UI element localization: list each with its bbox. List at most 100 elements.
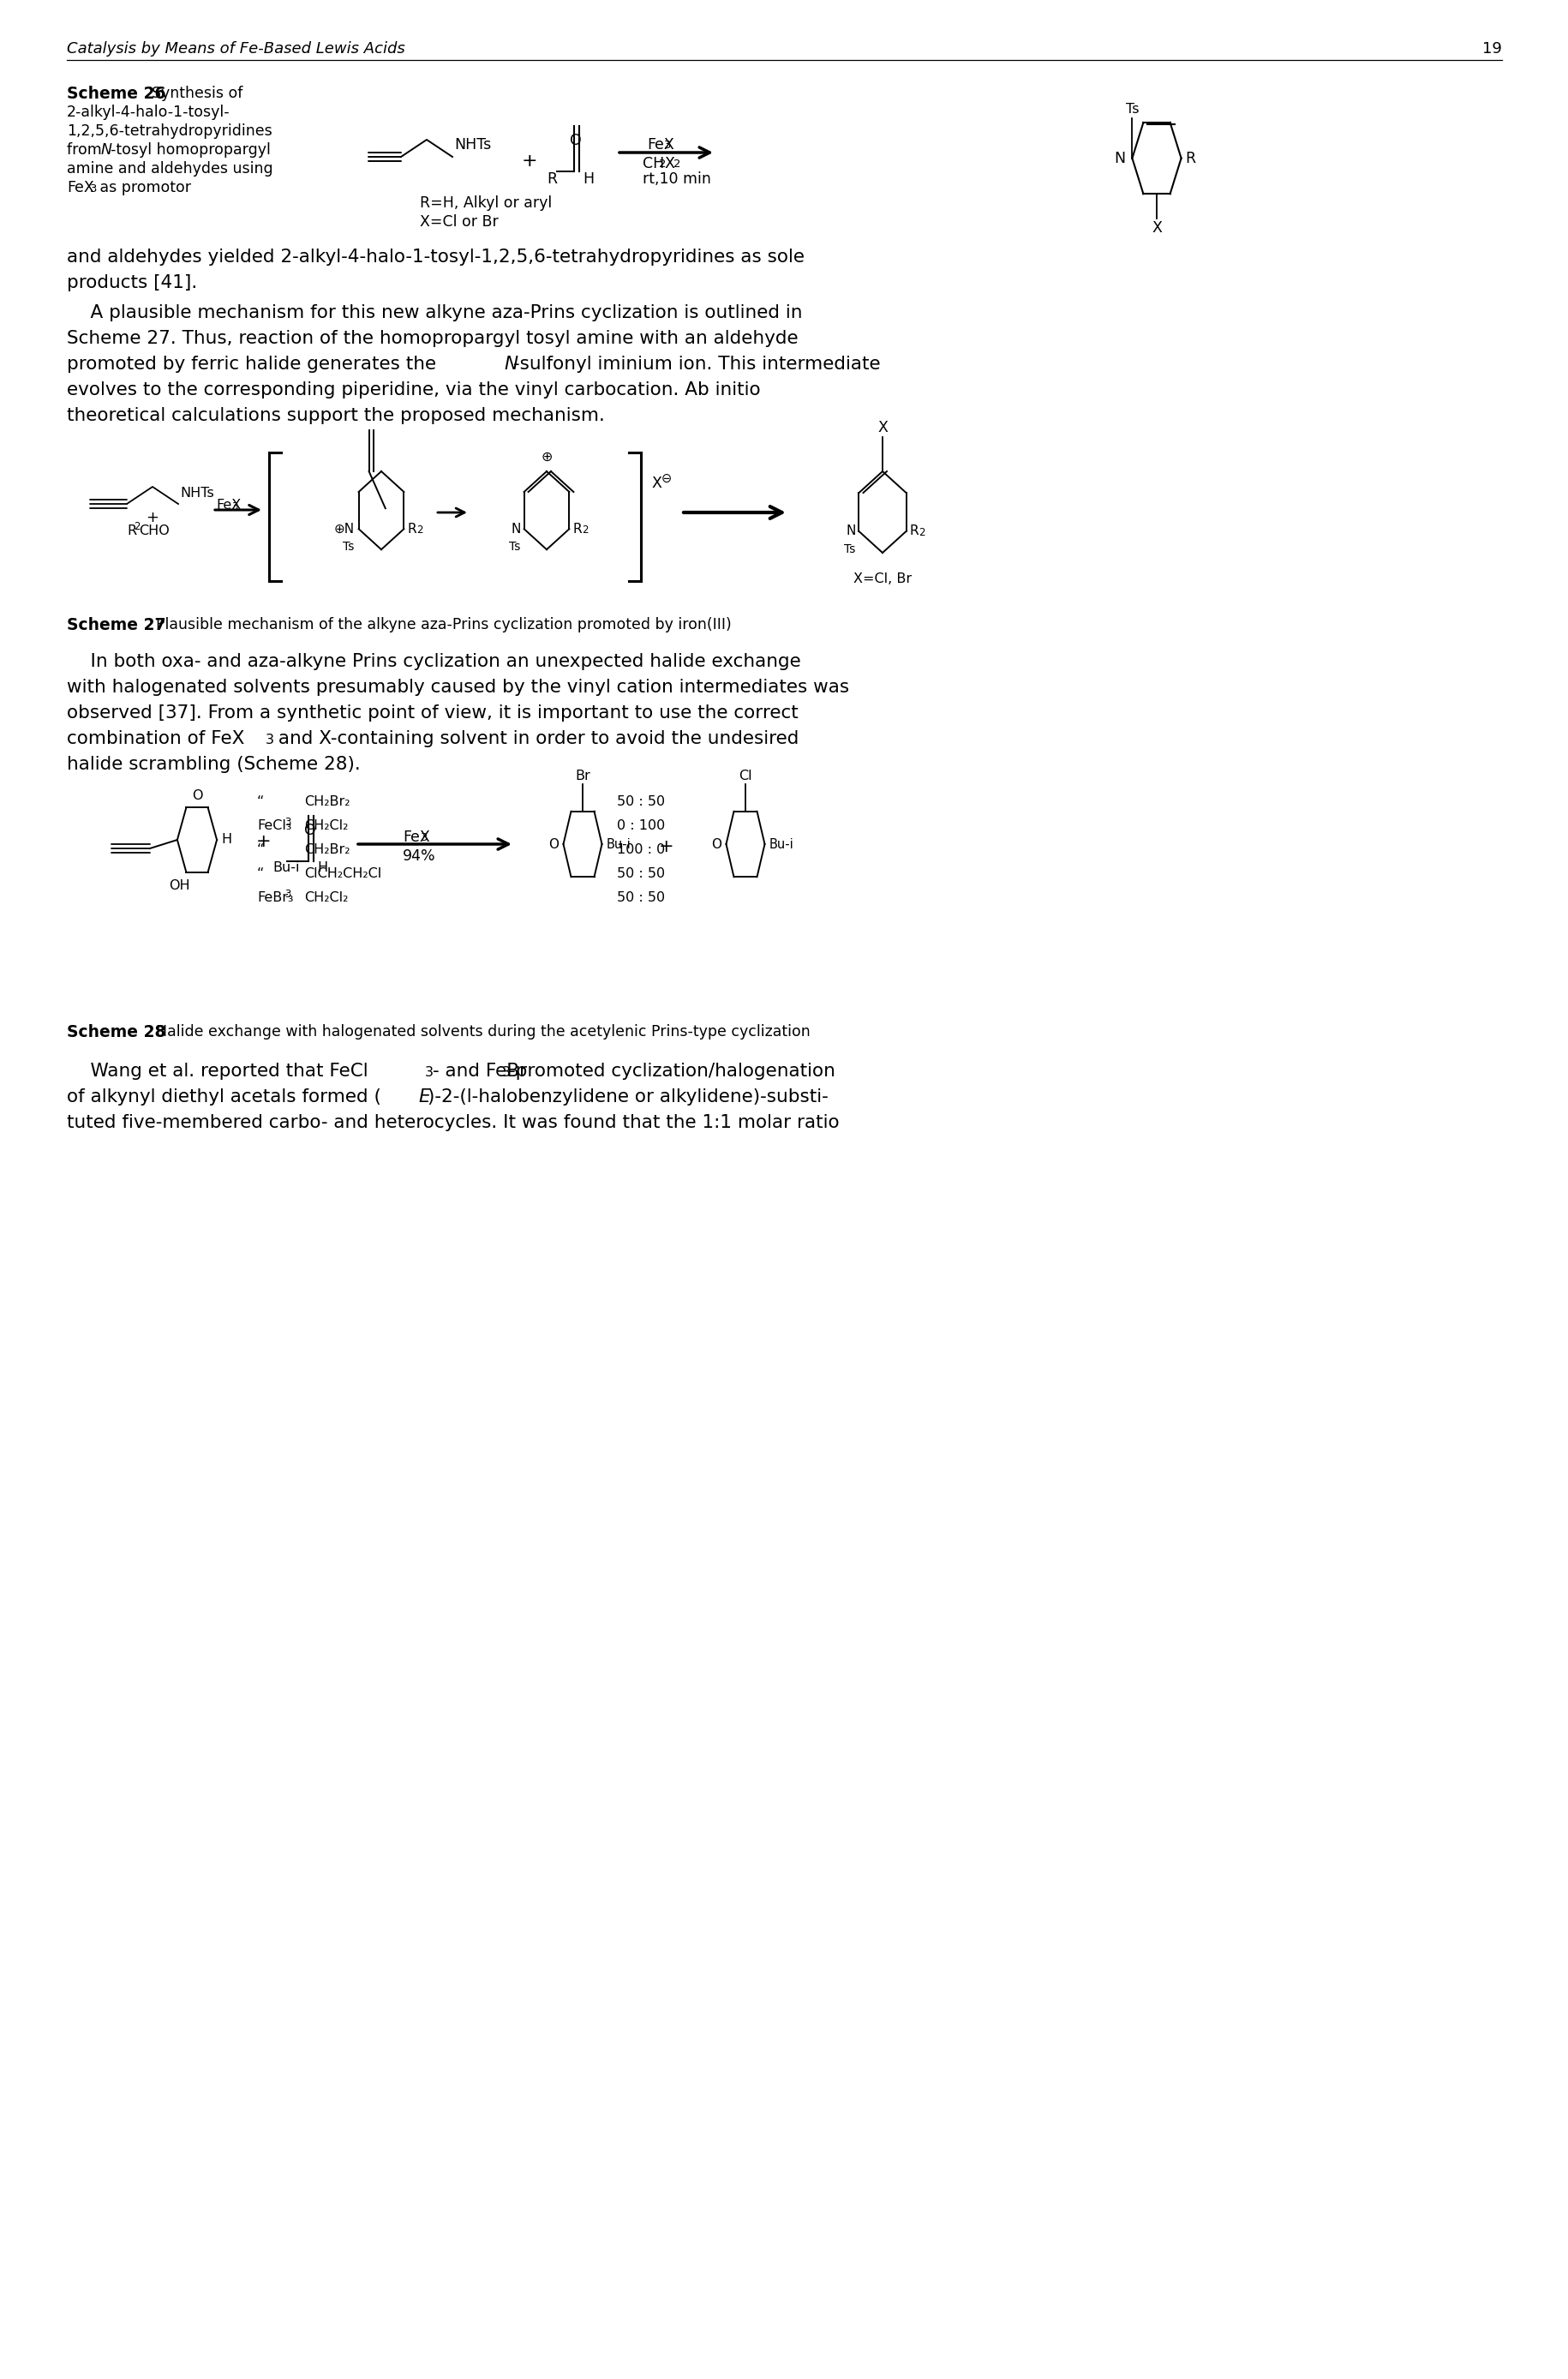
- Text: - and FeBr: - and FeBr: [433, 1063, 527, 1080]
- Text: CH₂Br₂: CH₂Br₂: [304, 795, 350, 809]
- Text: Bu-i: Bu-i: [273, 861, 299, 873]
- Text: NHTs: NHTs: [453, 138, 491, 152]
- Text: with halogenated solvents presumably caused by the vinyl cation intermediates wa: with halogenated solvents presumably cau…: [67, 678, 848, 697]
- Text: evolves to the corresponding piperidine, via the vinyl carbocation. Ab initio: evolves to the corresponding piperidine,…: [67, 381, 760, 400]
- Text: E: E: [419, 1087, 430, 1106]
- Text: N: N: [100, 143, 113, 157]
- Text: amine and aldehydes using: amine and aldehydes using: [67, 162, 273, 176]
- Text: Scheme 26: Scheme 26: [67, 86, 166, 102]
- Text: Ts: Ts: [510, 540, 521, 552]
- Text: 3: 3: [420, 833, 428, 842]
- Text: Br: Br: [575, 768, 590, 783]
- Text: of alkynyl diethyl acetals formed (: of alkynyl diethyl acetals formed (: [67, 1087, 381, 1106]
- Text: FeX: FeX: [646, 138, 674, 152]
- Text: X=Cl, Br: X=Cl, Br: [853, 571, 911, 585]
- Text: ⊕: ⊕: [541, 450, 552, 464]
- Text: “: “: [257, 795, 263, 809]
- Text: OH: OH: [168, 880, 190, 892]
- Text: 50 : 50: 50 : 50: [616, 795, 665, 809]
- Text: R: R: [127, 523, 136, 538]
- Text: R: R: [408, 523, 416, 535]
- Text: combination of FeX: combination of FeX: [67, 730, 245, 747]
- Text: Bu-i: Bu-i: [605, 837, 630, 852]
- Text: 1,2,5,6-tetrahydropyridines: 1,2,5,6-tetrahydropyridines: [67, 124, 273, 138]
- Text: 2: 2: [582, 526, 588, 535]
- Text: Halide exchange with halogenated solvents during the acetylenic Prins-type cycli: Halide exchange with halogenated solvent…: [146, 1023, 811, 1040]
- Text: R: R: [546, 171, 557, 188]
- Text: R: R: [572, 523, 582, 535]
- Text: )-2-(l-halobenzylidene or alkylidene)-substi-: )-2-(l-halobenzylidene or alkylidene)-su…: [428, 1087, 828, 1106]
- Text: Scheme 27: Scheme 27: [67, 616, 166, 633]
- Text: from: from: [67, 143, 107, 157]
- Text: products [41].: products [41].: [67, 274, 198, 290]
- Text: N: N: [511, 523, 521, 535]
- Text: X: X: [877, 419, 887, 435]
- Text: X: X: [651, 476, 662, 490]
- Text: X=Cl or Br: X=Cl or Br: [420, 214, 499, 231]
- Text: 3: 3: [284, 816, 290, 828]
- Text: R=H, Alkyl or aryl: R=H, Alkyl or aryl: [420, 195, 552, 212]
- Text: +: +: [521, 152, 538, 169]
- Text: -promoted cyclization/halogenation: -promoted cyclization/halogenation: [508, 1063, 834, 1080]
- Text: FeBr₃: FeBr₃: [257, 892, 293, 904]
- Text: O: O: [569, 133, 582, 147]
- Text: 3: 3: [663, 140, 671, 150]
- Text: as promotor: as promotor: [96, 181, 191, 195]
- Text: Wang et al. reported that FeCl: Wang et al. reported that FeCl: [67, 1063, 368, 1080]
- Text: 2-alkyl-4-halo-1-tosyl-: 2-alkyl-4-halo-1-tosyl-: [67, 105, 230, 119]
- Text: In both oxa- and aza-alkyne Prins cyclization an unexpected halide exchange: In both oxa- and aza-alkyne Prins cycliz…: [67, 652, 801, 671]
- Text: 3: 3: [502, 1066, 511, 1080]
- Text: +: +: [146, 509, 158, 526]
- Text: CH₂Br₂: CH₂Br₂: [304, 842, 350, 856]
- Text: NHTs: NHTs: [180, 488, 213, 500]
- Text: Bu-i: Bu-i: [768, 837, 793, 852]
- Text: N: N: [845, 526, 855, 538]
- Text: CH: CH: [643, 157, 663, 171]
- Text: -tosyl homopropargyl: -tosyl homopropargyl: [110, 143, 271, 157]
- Text: 2: 2: [673, 159, 681, 169]
- Text: FeX: FeX: [67, 181, 94, 195]
- Text: N: N: [503, 354, 517, 374]
- Text: 2: 2: [659, 159, 666, 169]
- Text: promoted by ferric halide generates the: promoted by ferric halide generates the: [67, 354, 442, 374]
- Text: 3: 3: [265, 733, 274, 747]
- Text: “: “: [257, 842, 263, 856]
- Text: Cl: Cl: [739, 768, 751, 783]
- Text: 19: 19: [1482, 40, 1501, 57]
- Text: Scheme 28: Scheme 28: [67, 1023, 166, 1040]
- Text: 3: 3: [89, 183, 97, 195]
- Text: H: H: [317, 861, 328, 873]
- Text: O: O: [712, 837, 721, 852]
- Text: Ts: Ts: [343, 540, 354, 552]
- Text: Scheme 27. Thus, reaction of the homopropargyl tosyl amine with an aldehyde: Scheme 27. Thus, reaction of the homopro…: [67, 331, 798, 347]
- Text: Ts: Ts: [1124, 102, 1138, 117]
- Text: and aldehydes yielded 2-alkyl-4-halo-1-tosyl-1,2,5,6-tetrahydropyridines as sole: and aldehydes yielded 2-alkyl-4-halo-1-t…: [67, 247, 804, 266]
- Text: 100 : 0: 100 : 0: [616, 842, 665, 856]
- Text: H: H: [221, 833, 232, 847]
- Text: CH₂Cl₂: CH₂Cl₂: [304, 892, 348, 904]
- Text: 50 : 50: 50 : 50: [616, 868, 665, 880]
- Text: 0 : 100: 0 : 100: [616, 818, 665, 833]
- Text: Synthesis of: Synthesis of: [143, 86, 243, 102]
- Text: O: O: [191, 790, 202, 802]
- Text: -sulfonyl iminium ion. This intermediate: -sulfonyl iminium ion. This intermediate: [513, 354, 880, 374]
- Text: ⊖: ⊖: [662, 471, 671, 485]
- Text: X: X: [1151, 221, 1162, 236]
- Text: N: N: [1113, 150, 1124, 167]
- Text: Plausible mechanism of the alkyne aza-Prins cyclization promoted by iron(III): Plausible mechanism of the alkyne aza-Pr…: [146, 616, 731, 633]
- Text: CHO: CHO: [138, 523, 169, 538]
- Text: X: X: [663, 157, 674, 171]
- Text: O: O: [304, 823, 315, 837]
- Text: +: +: [659, 837, 674, 856]
- Text: 3: 3: [284, 890, 290, 899]
- Text: O: O: [549, 837, 558, 852]
- Text: ClCH₂CH₂Cl: ClCH₂CH₂Cl: [304, 868, 381, 880]
- Text: Ts: Ts: [844, 542, 855, 554]
- Text: rt,10 min: rt,10 min: [643, 171, 710, 188]
- Text: FeX: FeX: [403, 830, 430, 845]
- Text: H: H: [582, 171, 594, 188]
- Text: and X-containing solvent in order to avoid the undesired: and X-containing solvent in order to avo…: [273, 730, 798, 747]
- Text: FeCl₃: FeCl₃: [257, 818, 292, 833]
- Text: tuted five-membered carbo- and heterocycles. It was found that the 1:1 molar rat: tuted five-membered carbo- and heterocyc…: [67, 1113, 839, 1132]
- Text: CH₂Cl₂: CH₂Cl₂: [304, 818, 348, 833]
